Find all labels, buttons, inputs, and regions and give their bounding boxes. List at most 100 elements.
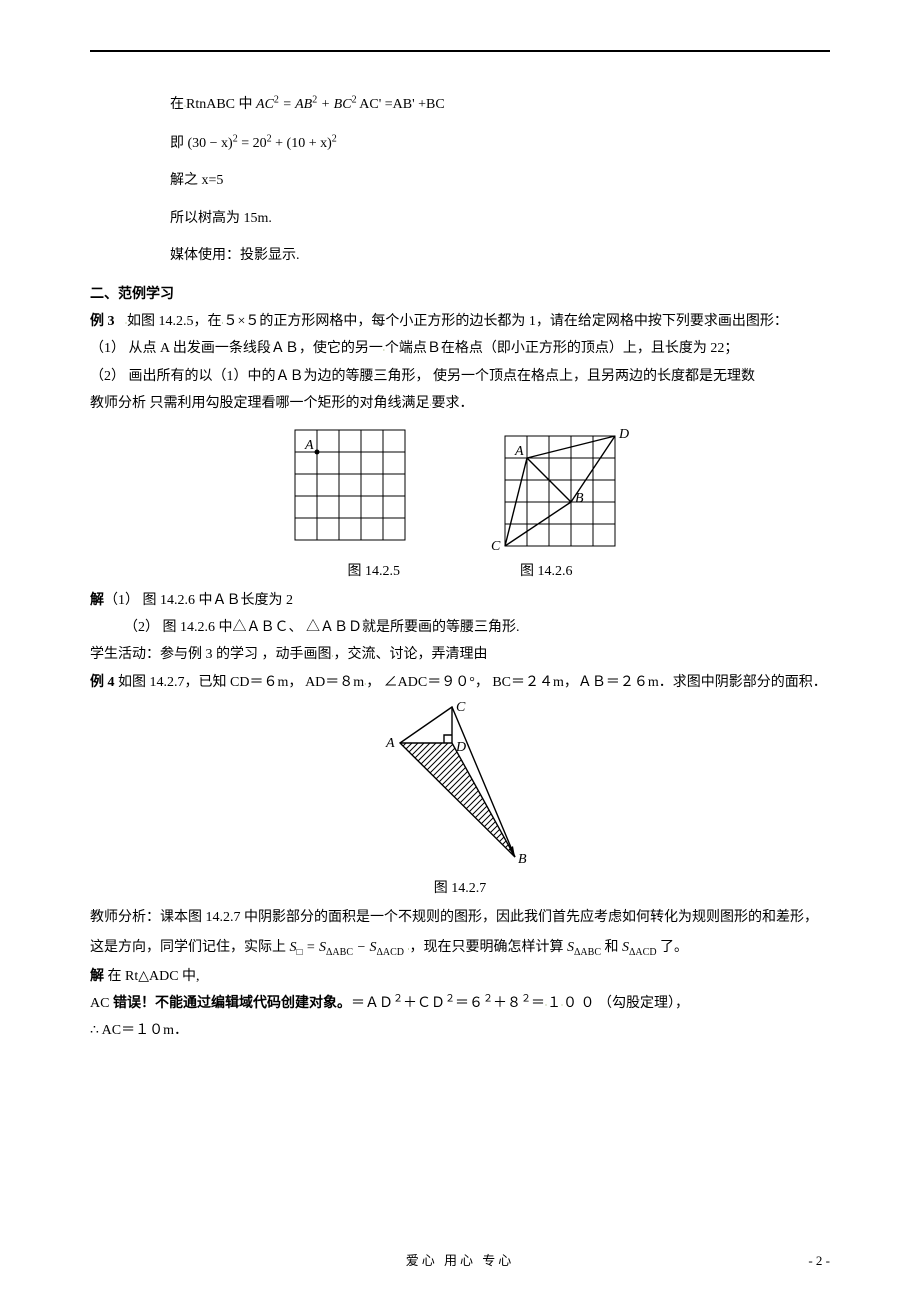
caption-14-2-5: 图 14.2.5 [348,559,401,584]
label-B: B [518,852,527,867]
sub-abc: ΔABC [326,946,353,957]
l2-b: = 20 [241,136,266,151]
stu-a: 学生活动：参与例 3 的学习 ，动手画图 [90,647,332,662]
solution-2: （2） 图 14.2.6 中△ＡＢＣ、 △ＡＢＤ就是所要画的等腰三角形. [90,615,830,640]
l1-pre: 在 [170,97,184,112]
teacher-a: 教师分析 只需利用勾股定理看哪一个矩形的对角线满足 [90,396,430,411]
stu-b: ，交流、讨论，弄清理由 [334,647,488,662]
student-activity: 学生活动：参与例 3 的学习 ，动手画图.，交流、讨论，弄清理由 [90,642,830,667]
solve1: 在 Rt△ADC 中, [104,969,200,984]
label-A: A [304,438,314,453]
ex3-body1: 如图 14.2.5，在 [127,314,222,329]
teacher-analysis: 教师分析 只需利用勾股定理看哪一个矩形的对角线满足.要求． [90,391,830,416]
footer-center: 爱心 用心 专心 [0,1249,920,1272]
solve-line-1: 解 在 Rt△ADC 中, [90,964,830,989]
solve2d: ＝６ [455,996,483,1011]
top-rule [90,50,830,52]
label-B: B [575,491,584,506]
sup2-6: 2 [332,134,337,145]
sub-sq: □ [297,946,303,957]
ex4: 例 4 如图 14.2.7，已知 CD＝６m， AD＝８m.， ∠ADC＝９０°… [90,670,830,695]
sol-label: 解 [90,593,104,608]
sup2-2: 2 [312,94,317,105]
s-sq: S [290,940,297,955]
sub-acd: ΔACD [376,946,404,957]
label-D: D [618,427,629,442]
solution-1: 解（1） 图 14.2.6 中ＡＢ长度为 2 [90,588,830,613]
solve2c: ＋ＣＤ [403,996,445,1011]
l2-pre: 即 [170,136,184,151]
ex4-label: 例 4 [90,675,115,690]
figure-14-2-7: A D C B [360,697,560,867]
caption-14-2-7: 图 14.2.7 [90,876,830,901]
s-acd2: S [622,940,629,955]
ex3-body2: ５×５的正方形网格中，每个小正方形的边长都为 1，请在给定网格中按下列要求画出图… [224,314,788,329]
label-D: D [455,740,466,755]
section-2-head: 二、范例学习 [90,282,830,307]
line-3: 解之 x=5 [170,168,830,193]
ex3: 例 3 .如图 14.2.5，在.５×５的正方形网格中，每个小正方形的边长都为 … [90,309,830,334]
l2-a: (30 − x) [188,136,233,151]
figure-14-2-7-wrap: A D C B 图 14.2.7 [90,697,830,901]
solve2a: AC [90,996,109,1011]
l2-c: + (10 + x) [275,136,332,151]
sol1: （1） 图 14.2.6 中ＡＢ长度为 2 [104,593,293,608]
item1a: （1） 从点 A 出发画一条线段ＡＢ，使它的另一 [90,341,383,356]
sup2-3: 2 [352,94,357,105]
l1-rt: RtnABC 中 [186,97,253,112]
sub-acd2: ΔACD [629,946,657,957]
solve2e: ＋８ [493,996,521,1011]
item1b: 个端点Ｂ在格点（即小正方形的顶点）上，且长度为 22； [385,341,739,356]
solve2f: ＝ [531,996,545,1011]
solve-line-3: ∴ AC＝１０m． [90,1018,830,1043]
sup2-4: 2 [233,134,238,145]
label-C: C [491,539,501,554]
ex3-item2: （2） 画出所有的以（1）中的ＡＢ为边的等腰三角形， 使另一个顶点在格点上，且另… [90,364,830,389]
solve2g: １ [547,996,561,1011]
teacher-analysis-2: 教师分析：课本图 14.2.7 中阴影部分的面积是一个不规则的图形，因此我们首先… [90,903,830,962]
label-C: C [456,700,466,715]
page-footer: 爱心 用心 专心 - 2 - [0,1249,920,1272]
page: 在.RtnABC 中 AC2 = AB2 + BC2 AC' =AB' +BC … [0,0,920,1302]
ex4-body: 如图 14.2.7，已知 CD＝６m， AD＝８m [115,675,365,690]
label-A: A [385,736,395,751]
caption-14-2-6: 图 14.2.6 [520,559,573,584]
teacher-b: 要求． [432,396,474,411]
solve2b: ＝ＡＤ [351,996,393,1011]
l1-eq-ab: = AB [282,97,312,112]
error-text: 错误！不能通过编辑域代码创建对象。 [109,996,351,1011]
analysis-tail: ，现在只要明确怎样计算 [410,940,564,955]
l1-eq-ac: AC [256,97,274,112]
l1-tail: AC' =AB' +BC [359,97,444,112]
sup2-5: 2 [267,134,272,145]
sup-ad: ２ [393,994,403,1005]
s-abc: = S [306,940,326,955]
sub-abc2: ΔABC [574,946,601,957]
sup-cd: ２ [445,994,455,1005]
figure-14-2-6: A B C D [480,422,640,557]
line-1: 在.RtnABC 中 AC2 = AB2 + BC2 AC' =AB' +BC [170,92,830,117]
caption-row-1: 图 14.2.5 图 14.2.6 [90,559,830,584]
solve2h: ０ ０ （勾股定理）， [563,996,689,1011]
sup-6: ２ [483,994,493,1005]
sup2-1: 2 [274,94,279,105]
figure-14-2-5: A [280,422,420,547]
ex4-body2: ， ∠ADC＝９０°， BC＝２４m，ＡＢ＝２６m．求图中阴影部分的面积． [366,675,827,690]
footer-page-number: - 2 - [808,1249,830,1272]
l1-eq-bc: + BC [321,97,352,112]
and: 和 [605,940,619,955]
line-4: 所以树高为 15m. [170,206,830,231]
line-5: 媒体使用：投影显示. [170,243,830,268]
label-A: A [514,444,524,459]
line-2: 即 (30 − x)2 = 202 + (10 + x)2 [170,131,830,156]
s-acd: − S [357,940,377,955]
figure-row: A A B C D [90,422,830,557]
sup-8: ２ [521,994,531,1005]
s-abc2: S [567,940,574,955]
solve-label: 解 [90,969,104,984]
analysis-end: 了。 [660,940,688,955]
intro-block: 在.RtnABC 中 AC2 = AB2 + BC2 AC' =AB' +BC … [90,92,830,268]
ex3-item1: （1） 从点 A 出发画一条线段ＡＢ，使它的另一.个端点Ｂ在格点（即小正方形的顶… [90,336,830,361]
solve-line-2: AC 错误！不能通过编辑域代码创建对象。＝ＡＤ２＋ＣＤ２＝６２＋８２＝.１.０ … [90,991,830,1016]
ex3-label: 例 3 [90,314,115,329]
